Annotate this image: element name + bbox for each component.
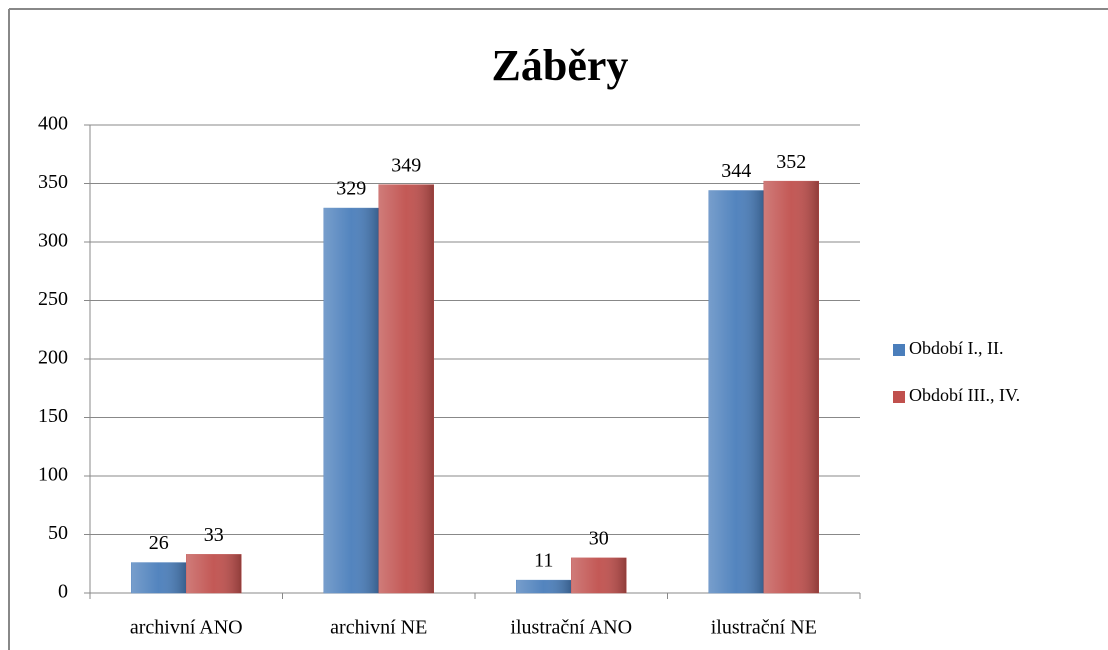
y-tick-label: 400 <box>38 113 68 135</box>
bar-shine <box>708 190 764 593</box>
legend-swatch <box>893 391 905 403</box>
chart-title: Záběry <box>492 41 629 90</box>
y-tick-label: 50 <box>48 522 68 544</box>
y-tick-label: 300 <box>38 230 68 252</box>
bar-shine <box>763 181 819 593</box>
x-tick-label: ilustrační NE <box>711 617 817 639</box>
y-tick-label: 100 <box>38 464 68 486</box>
bar-shine <box>131 562 187 593</box>
legend-text: Období I., II. <box>909 338 1003 358</box>
x-tick-label: ilustrační ANO <box>510 617 632 639</box>
bar-shine <box>516 580 572 593</box>
bar-shine <box>186 554 242 593</box>
bar-shine <box>571 557 627 593</box>
y-tick-label: 150 <box>38 405 68 427</box>
bar-shine <box>323 208 379 593</box>
data-label: 33 <box>204 524 224 546</box>
legend-text: Období III., IV. <box>909 385 1020 405</box>
x-tick-label: archivní NE <box>330 617 427 639</box>
data-label: 11 <box>534 550 553 572</box>
data-label: 349 <box>391 154 421 176</box>
legend-swatch <box>893 344 905 356</box>
data-label: 352 <box>776 151 806 173</box>
bar-shine <box>378 184 434 594</box>
x-tick-label: archivní ANO <box>130 617 243 639</box>
y-tick-label: 200 <box>38 347 68 369</box>
y-tick-label: 0 <box>58 581 68 603</box>
y-tick-label: 350 <box>38 171 68 193</box>
data-label: 344 <box>721 160 751 182</box>
y-tick-label: 250 <box>38 288 68 310</box>
data-label: 329 <box>336 178 366 200</box>
data-label: 26 <box>149 532 169 554</box>
data-label: 30 <box>589 527 609 549</box>
